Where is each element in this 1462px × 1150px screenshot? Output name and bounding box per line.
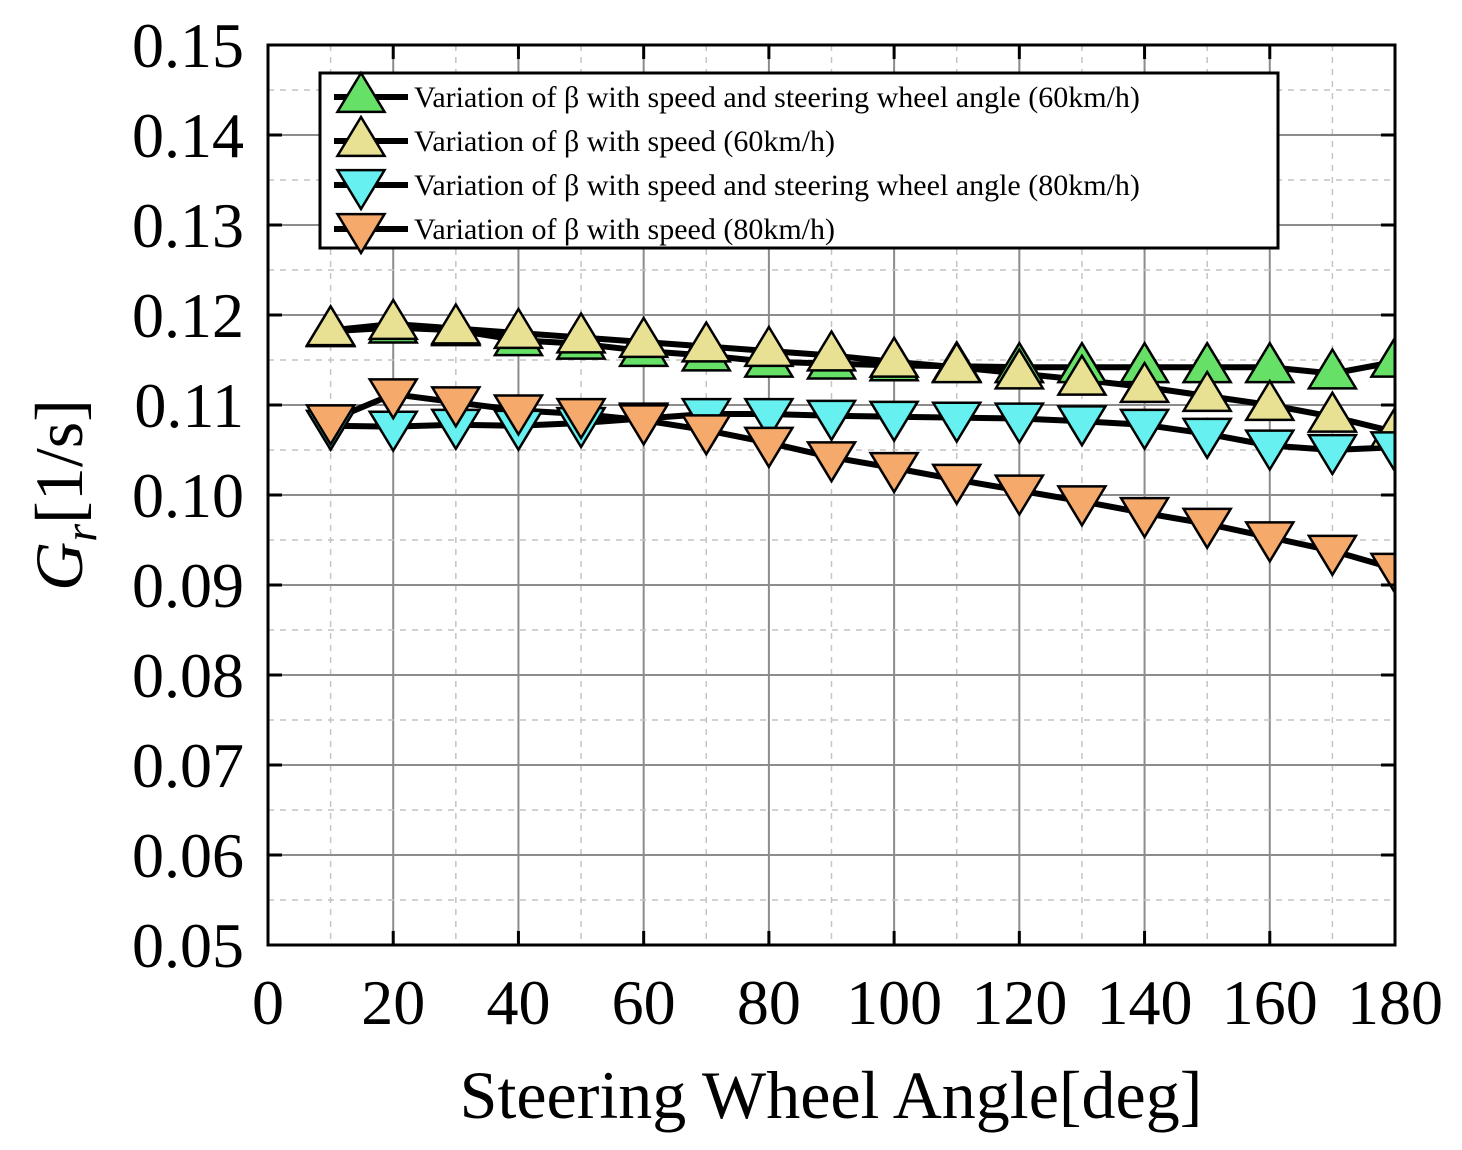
legend-marker (335, 114, 387, 158)
series-4-point (617, 404, 670, 447)
y-tick-label: 0.13 (132, 190, 244, 261)
series-3-point (993, 402, 1046, 445)
legend-marker (335, 168, 387, 212)
series-3-point (1306, 433, 1359, 477)
x-tick-label: 80 (737, 967, 801, 1038)
series-4-point (680, 414, 733, 457)
series-3-point (743, 397, 795, 441)
y-tick-label: 0.07 (132, 730, 244, 801)
x-tick-label: 180 (1347, 967, 1443, 1038)
series-2-point (1306, 390, 1359, 433)
series-4-point (1118, 496, 1171, 540)
legend: Variation of β with speed and steering w… (318, 70, 1280, 256)
series-4-point (743, 426, 795, 470)
legend-label: Variation of β with speed (80km/h) (414, 213, 835, 246)
y-tick-label: 0.06 (132, 820, 244, 891)
series-4-point (1056, 485, 1108, 528)
series-4-point (555, 397, 607, 441)
series-2-point (993, 347, 1046, 390)
series-4-point (430, 386, 482, 429)
y-tick-label: 0.08 (132, 640, 244, 711)
y-tick-label: 0.15 (132, 10, 244, 81)
series-4-point (1244, 521, 1296, 564)
series-4-point (930, 463, 983, 507)
series-1-point (1306, 347, 1359, 390)
x-tick-label: 20 (361, 967, 425, 1038)
y-tick-label: 0.05 (132, 910, 244, 981)
x-tick-label: 0 (252, 967, 284, 1038)
legend-label: Variation of β with speed and steering w… (414, 169, 1140, 202)
series-2-point (430, 302, 482, 345)
series-4-point (805, 441, 858, 484)
ticks (266, 43, 1397, 947)
series-4-point (1181, 507, 1233, 551)
y-axis-unit: [1/s] (21, 399, 97, 524)
series-2-point (367, 297, 419, 341)
series-3-point (805, 399, 858, 443)
series-4-point (993, 474, 1046, 517)
legend-marker (335, 70, 387, 114)
x-tick-label: 160 (1222, 967, 1318, 1038)
y-tick-label: 0.09 (132, 550, 244, 621)
x-axis-title: Steering Wheel Angle[deg] (460, 1057, 1203, 1133)
series-2-point (492, 306, 545, 350)
series-2-point (680, 320, 733, 363)
series-2-point (1118, 360, 1171, 404)
series-3-point (1369, 431, 1395, 474)
x-tick-label: 40 (486, 967, 550, 1038)
series-1-point (1369, 335, 1395, 378)
series-3-point (1181, 417, 1233, 461)
y-tick-label: 0.11 (134, 370, 244, 441)
series-3-point (930, 401, 983, 445)
series-4-point (304, 404, 357, 447)
y-tick-label: 0.10 (132, 460, 244, 531)
legend-box (318, 71, 1280, 250)
y-axis-title: Gr[1/s] (21, 399, 106, 591)
x-tick-label: 120 (971, 967, 1067, 1038)
series-2-point (555, 311, 607, 354)
series-2-point (304, 303, 357, 347)
series-4-point (868, 451, 920, 495)
tick-labels: 0 20 40 60 80 100 120 140 160 180 0.05 0.06 0.07 0.08… (132, 10, 1443, 1038)
x-tick-label: 60 (612, 967, 676, 1038)
series-3-point (1056, 405, 1108, 448)
series-layer (304, 297, 1395, 596)
y-axis-subscript: r (55, 523, 106, 542)
series-4-point (1306, 534, 1359, 578)
series-3-point (1244, 429, 1296, 472)
series-4-point (492, 394, 545, 437)
series-4-point (367, 378, 419, 421)
series-2-point (1244, 378, 1296, 422)
series-2-point (1056, 353, 1108, 396)
series-2-point (1181, 369, 1233, 413)
legend-label: Variation of β with speed (60km/h) (414, 125, 835, 158)
series-2-point (743, 324, 795, 368)
series-4-point (1369, 552, 1395, 596)
series-2-point (617, 315, 670, 359)
series-2-point (868, 335, 920, 378)
y-axis-symbol: G (21, 542, 97, 591)
x-tick-label: 100 (846, 967, 942, 1038)
series-2-point (930, 340, 983, 384)
legend-marker (335, 212, 387, 256)
legend-label: Variation of β with speed and steering w… (414, 81, 1140, 114)
series-2-point (805, 329, 858, 372)
y-tick-label: 0.12 (132, 280, 244, 351)
series-3-point (1118, 408, 1171, 452)
series-3-point (868, 400, 920, 444)
x-tick-label: 140 (1097, 967, 1193, 1038)
y-tick-label: 0.14 (132, 100, 244, 171)
